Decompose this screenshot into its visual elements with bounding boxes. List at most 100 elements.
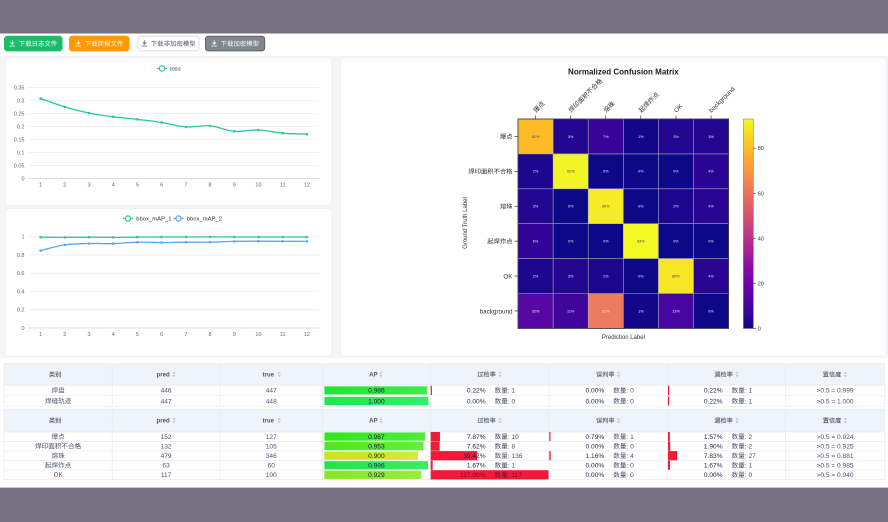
svg-text:0.15: 0.15 bbox=[14, 137, 25, 143]
svg-text:0.996: 0.996 bbox=[368, 463, 385, 470]
svg-text:6: 6 bbox=[160, 332, 163, 338]
svg-text:9: 9 bbox=[233, 332, 236, 338]
svg-text:3: 3 bbox=[87, 183, 90, 189]
svg-text:0%: 0% bbox=[603, 239, 609, 243]
svg-text:true: true bbox=[262, 418, 274, 425]
svg-text:4%: 4% bbox=[708, 274, 714, 278]
svg-text:105: 105 bbox=[266, 443, 277, 450]
svg-text:>0.5 = 0.924: >0.5 = 0.924 bbox=[817, 434, 854, 441]
svg-text:: 0: : 0 bbox=[626, 388, 634, 395]
svg-text:3%: 3% bbox=[708, 135, 714, 139]
svg-text:2: 2 bbox=[63, 183, 66, 189]
svg-text:1.57%: 1.57% bbox=[704, 434, 723, 441]
svg-text:pred: pred bbox=[156, 372, 169, 379]
svg-text:0.929: 0.929 bbox=[368, 472, 385, 479]
svg-text:0%: 0% bbox=[673, 170, 679, 174]
svg-text:>0.5 = 0.925: >0.5 = 0.925 bbox=[817, 443, 854, 450]
svg-text:0.00%: 0.00% bbox=[586, 472, 605, 479]
svg-text:0.986: 0.986 bbox=[368, 388, 385, 395]
svg-text:: 2: : 2 bbox=[745, 434, 753, 441]
svg-text:0.967: 0.967 bbox=[368, 434, 385, 441]
svg-text:0.22%: 0.22% bbox=[467, 388, 486, 395]
svg-text:>0.5 = 0.881: >0.5 = 0.881 bbox=[817, 453, 854, 460]
svg-text:2%: 2% bbox=[673, 205, 679, 209]
svg-text:0%: 0% bbox=[638, 274, 644, 278]
svg-text:0.6: 0.6 bbox=[17, 271, 25, 277]
svg-text:5: 5 bbox=[136, 332, 139, 338]
svg-text:80: 80 bbox=[758, 146, 764, 152]
svg-text:11: 11 bbox=[280, 332, 286, 338]
svg-text:0.35: 0.35 bbox=[14, 85, 25, 91]
svg-text:1.000: 1.000 bbox=[368, 398, 385, 405]
svg-text:0.00%: 0.00% bbox=[586, 398, 605, 405]
svg-text:0.00%: 0.00% bbox=[704, 472, 723, 479]
svg-text:8: 8 bbox=[209, 183, 212, 189]
svg-text:1.67%: 1.67% bbox=[704, 463, 723, 470]
svg-text:7: 7 bbox=[184, 183, 187, 189]
svg-text:0.79%: 0.79% bbox=[586, 434, 605, 441]
svg-text:: 0: : 0 bbox=[626, 463, 634, 470]
svg-text:0%: 0% bbox=[568, 239, 574, 243]
svg-text:0.3: 0.3 bbox=[17, 98, 25, 104]
svg-text:12: 12 bbox=[304, 332, 310, 338]
svg-text:89%: 89% bbox=[672, 274, 680, 278]
svg-text:bbox_mAP_1: bbox_mAP_1 bbox=[136, 217, 171, 223]
svg-text:61%: 61% bbox=[602, 309, 610, 313]
svg-text:loss: loss bbox=[170, 67, 181, 73]
svg-text:0.953: 0.953 bbox=[368, 443, 385, 450]
svg-text:: 8: : 8 bbox=[508, 443, 516, 450]
svg-text:11%: 11% bbox=[567, 309, 575, 313]
svg-text:346: 346 bbox=[266, 453, 277, 460]
svg-text:>0.5 = 0.999: >0.5 = 0.999 bbox=[817, 388, 854, 395]
svg-text:0%: 0% bbox=[638, 170, 644, 174]
svg-text:0%: 0% bbox=[708, 309, 714, 313]
svg-text:0.22%: 0.22% bbox=[704, 388, 723, 395]
svg-text:0.00%: 0.00% bbox=[586, 388, 605, 395]
svg-text:117: 117 bbox=[161, 472, 172, 479]
svg-text:0%: 0% bbox=[638, 205, 644, 209]
svg-text:: 1: : 1 bbox=[745, 398, 753, 405]
svg-text:3%: 3% bbox=[568, 274, 574, 278]
svg-text:20: 20 bbox=[758, 281, 764, 287]
svg-text:7%: 7% bbox=[603, 135, 609, 139]
svg-text:81%: 81% bbox=[532, 135, 540, 139]
svg-text:11: 11 bbox=[280, 183, 286, 189]
svg-text:0.2: 0.2 bbox=[17, 124, 25, 130]
svg-text:1: 1 bbox=[21, 235, 24, 241]
svg-text:4%: 4% bbox=[708, 205, 714, 209]
svg-text:1.16%: 1.16% bbox=[586, 453, 605, 460]
svg-text:448: 448 bbox=[266, 398, 277, 405]
svg-text:12: 12 bbox=[304, 183, 310, 189]
svg-text:0%: 0% bbox=[568, 205, 574, 209]
svg-text:0.05: 0.05 bbox=[14, 163, 25, 169]
svg-text:10: 10 bbox=[255, 332, 261, 338]
svg-text:AP: AP bbox=[369, 372, 377, 379]
svg-text:8: 8 bbox=[209, 332, 212, 338]
svg-text:32%: 32% bbox=[532, 309, 540, 313]
svg-text:: 2: : 2 bbox=[745, 443, 753, 450]
svg-text:: 4: : 4 bbox=[626, 453, 634, 460]
svg-text:2: 2 bbox=[63, 332, 66, 338]
svg-text:7: 7 bbox=[184, 332, 187, 338]
svg-text:2%: 2% bbox=[533, 170, 539, 174]
svg-text:5: 5 bbox=[136, 183, 139, 189]
svg-text:2%: 2% bbox=[603, 274, 609, 278]
svg-text:479: 479 bbox=[161, 453, 172, 460]
svg-text:0.8: 0.8 bbox=[17, 253, 25, 259]
svg-text:90%: 90% bbox=[602, 205, 610, 209]
svg-text:0: 0 bbox=[21, 326, 24, 332]
svg-text:: 10: : 10 bbox=[508, 434, 519, 441]
svg-text:3: 3 bbox=[87, 332, 90, 338]
svg-text:447: 447 bbox=[266, 388, 277, 395]
svg-text:: 0: : 0 bbox=[626, 398, 634, 405]
svg-text:>0.5 = 0.940: >0.5 = 0.940 bbox=[817, 472, 854, 479]
svg-text:117.00%: 117.00% bbox=[460, 472, 486, 479]
svg-text:>0.5 = 0.985: >0.5 = 0.985 bbox=[817, 463, 854, 470]
svg-text:bbox_mAP_2: bbox_mAP_2 bbox=[187, 217, 222, 223]
svg-text:0.00%: 0.00% bbox=[586, 443, 605, 450]
svg-text:10: 10 bbox=[255, 183, 261, 189]
svg-text:: 1: : 1 bbox=[745, 463, 753, 470]
svg-text:0.25: 0.25 bbox=[14, 111, 25, 117]
svg-text:7.62%: 7.62% bbox=[467, 443, 486, 450]
svg-text:Ground Truth Label: Ground Truth Label bbox=[463, 197, 469, 249]
